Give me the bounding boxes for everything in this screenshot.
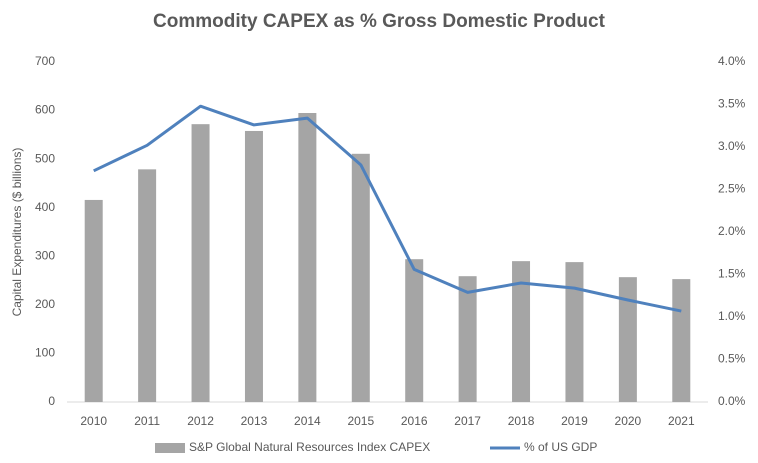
bar xyxy=(672,279,691,402)
line xyxy=(93,104,682,313)
bar xyxy=(458,276,477,402)
legend-label: % of US GDP xyxy=(524,440,597,454)
bar xyxy=(298,113,317,402)
bar xyxy=(565,262,584,402)
y-tick-label: 200 xyxy=(35,297,55,311)
x-tick-label: 2010 xyxy=(80,414,107,428)
x-tick-label: 2019 xyxy=(561,414,588,428)
y-tick-label: 100 xyxy=(35,346,55,360)
y2-tick-label: 4.0% xyxy=(718,54,746,68)
x-tick-label: 2011 xyxy=(134,414,160,428)
y-axis-label: Capital Expenditures ($ billions) xyxy=(10,148,24,317)
bar xyxy=(244,130,263,402)
y2-tick-label: 1.0% xyxy=(718,309,746,323)
x-tick-label: 2014 xyxy=(294,414,321,428)
y2-tick-label: 2.0% xyxy=(718,224,746,238)
y-tick-label: 600 xyxy=(35,103,55,117)
x-tick-label: 2020 xyxy=(615,414,642,428)
bar xyxy=(138,169,157,402)
x-tick-label: 2013 xyxy=(241,414,268,428)
y-tick-label: 700 xyxy=(35,54,55,68)
y2-tick-label: 2.5% xyxy=(718,182,746,196)
bar xyxy=(512,261,531,402)
legend-label: S&P Global Natural Resources Index CAPEX xyxy=(189,440,430,454)
x-tick-label: 2017 xyxy=(454,414,481,428)
y2-tick-label: 0.5% xyxy=(718,352,746,366)
bar xyxy=(351,153,370,402)
bar xyxy=(405,259,424,402)
bar xyxy=(618,277,637,402)
y-tick-label: 500 xyxy=(35,151,55,165)
chart-title: Commodity CAPEX as % Gross Domestic Prod… xyxy=(153,11,606,32)
bar xyxy=(191,124,210,403)
x-tick-label: 2018 xyxy=(508,414,535,428)
y2-tick-label: 3.5% xyxy=(718,97,746,111)
x-tick-label: 2016 xyxy=(401,414,428,428)
y-tick-label: 400 xyxy=(35,200,55,214)
y2-tick-label: 3.0% xyxy=(718,139,746,153)
y2-tick-label: 1.5% xyxy=(718,267,746,281)
y-tick-label: 300 xyxy=(35,248,55,262)
legend-swatch xyxy=(155,443,185,453)
y-tick-label: 0 xyxy=(48,394,55,408)
y2-tick-label: 0.0% xyxy=(718,394,746,408)
bar xyxy=(84,199,103,402)
x-tick-label: 2021 xyxy=(668,414,695,428)
x-tick-label: 2015 xyxy=(347,414,374,428)
x-tick-label: 2012 xyxy=(187,414,214,428)
